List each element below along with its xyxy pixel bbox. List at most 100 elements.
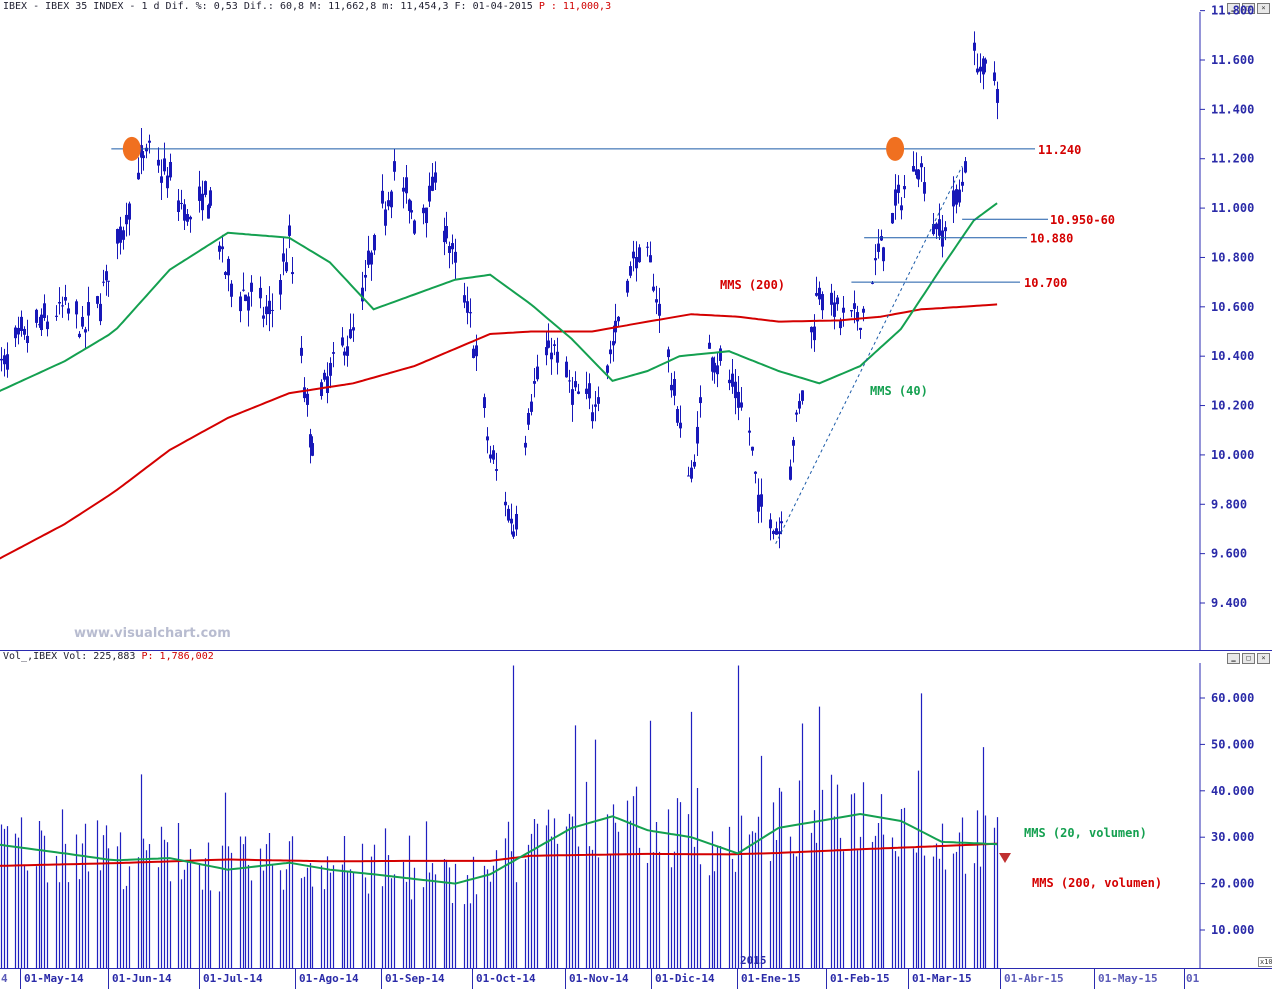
y-tick-label: 60.000: [1211, 691, 1254, 705]
minimize-icon[interactable]: ▁: [1227, 3, 1240, 14]
price-bar: [454, 238, 457, 280]
price-bar: [343, 347, 346, 366]
price-bar: [973, 31, 976, 66]
price-bar: [751, 446, 754, 456]
price-bar: [524, 435, 527, 456]
price-bar: [507, 505, 510, 523]
price-bar: [833, 290, 836, 330]
price-bar: [96, 295, 99, 309]
x-label: 01-Sep-14: [385, 972, 445, 985]
price-bar: [935, 222, 938, 239]
volume-chart[interactable]: 60.000 50.000 40.000 30.000 20.000 10.000 MMS…: [0, 650, 1272, 968]
price-bar: [463, 282, 466, 309]
price-bar: [201, 180, 204, 221]
price-bar: [46, 315, 49, 337]
y-tick-label: 10.000: [1211, 923, 1254, 937]
close-icon[interactable]: ×: [1257, 653, 1270, 664]
close-icon[interactable]: ×: [1257, 3, 1270, 14]
price-bar: [740, 387, 743, 411]
price-bar: [119, 216, 122, 255]
price-bar: [760, 478, 763, 523]
x-label: 01-Dic-14: [655, 972, 715, 985]
price-bar: [565, 356, 568, 378]
level-label: 10.880: [1030, 232, 1073, 246]
price-bar: [696, 411, 699, 456]
price-y-axis: 11.800 11.600 11.400 11.200 11.000 10.800 10.6…: [1200, 4, 1254, 610]
price-bar: [341, 327, 344, 348]
price-bar: [166, 167, 169, 198]
price-bar: [719, 345, 722, 366]
price-bar: [189, 215, 192, 233]
price-bar: [795, 409, 798, 422]
price-bar: [434, 161, 437, 191]
price-bar: [830, 283, 833, 316]
price-bar: [6, 342, 9, 378]
price-bar: [612, 325, 615, 362]
price-bar: [140, 127, 143, 175]
price-bar: [38, 316, 41, 328]
price-bar: [204, 180, 207, 198]
price-bar: [311, 436, 314, 457]
volume-header: Vol_,IBEX Vol: 225,883 P: 1,786,002: [3, 651, 214, 662]
price-bar: [917, 168, 920, 188]
price-bar: [218, 241, 221, 260]
price-chart[interactable]: 11.800 11.600 11.400 11.200 11.000 10.800 10.6…: [0, 0, 1272, 650]
price-bar: [244, 294, 247, 302]
price-bar: [163, 142, 166, 175]
price-bar: [545, 331, 548, 366]
price-bar: [897, 175, 900, 204]
price-bar: [180, 189, 183, 210]
price-bar: [955, 184, 958, 214]
minimize-icon[interactable]: ▁: [1227, 653, 1240, 664]
price-bar: [177, 189, 180, 222]
price-bar: [224, 271, 227, 279]
price-bar: [198, 170, 201, 213]
price-bar: [402, 177, 405, 209]
price-bar: [413, 219, 416, 235]
price-bar: [903, 174, 906, 198]
mms20-volume-label: MMS (20, volumen): [1024, 826, 1147, 840]
price-bar: [676, 406, 679, 426]
price-bar: [530, 394, 533, 416]
price-bar: [157, 147, 160, 173]
price-bar: [288, 214, 291, 249]
price-bar: [769, 513, 772, 541]
price-bar: [652, 273, 655, 293]
price-bar: [658, 287, 661, 334]
price-bar: [996, 81, 999, 120]
price-bar: [250, 275, 253, 307]
price-bar: [679, 405, 682, 438]
price-bar: [568, 369, 571, 393]
price-window-controls: ▁ □ ×: [1227, 3, 1270, 14]
price-bar: [116, 228, 119, 260]
price-bar: [716, 353, 719, 388]
price-bar: [105, 264, 108, 296]
price-bar: [326, 362, 329, 404]
maximize-icon[interactable]: □: [1242, 653, 1255, 664]
x-label: 01-Ene-15: [741, 972, 801, 985]
price-bar: [979, 53, 982, 83]
price-bar: [142, 151, 145, 171]
price-bar: [107, 280, 110, 297]
maximize-icon[interactable]: □: [1242, 3, 1255, 14]
price-bar: [571, 376, 574, 422]
price-bar: [617, 315, 620, 327]
price-bar: [361, 271, 364, 311]
price-bar: [445, 211, 448, 244]
price-bar: [390, 189, 393, 219]
price-bar: [169, 153, 172, 181]
price-bar: [597, 386, 600, 412]
price-bar: [282, 236, 285, 276]
price-bar: [23, 326, 26, 340]
price-bar: [221, 234, 224, 263]
price-header-last: P : 11,000,3: [538, 1, 612, 12]
x-label: 01-Jul-14: [203, 972, 263, 985]
price-bar: [912, 151, 915, 172]
price-bar: [346, 335, 349, 367]
price-bar: [227, 256, 230, 292]
price-bar: [300, 336, 303, 364]
y-tick-label: 9.800: [1211, 497, 1247, 511]
price-bar: [982, 56, 985, 90]
price-bar: [67, 302, 70, 321]
x-label: 01: [1186, 972, 1200, 985]
